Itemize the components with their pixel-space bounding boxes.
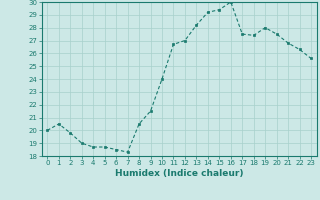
X-axis label: Humidex (Indice chaleur): Humidex (Indice chaleur)	[115, 169, 244, 178]
